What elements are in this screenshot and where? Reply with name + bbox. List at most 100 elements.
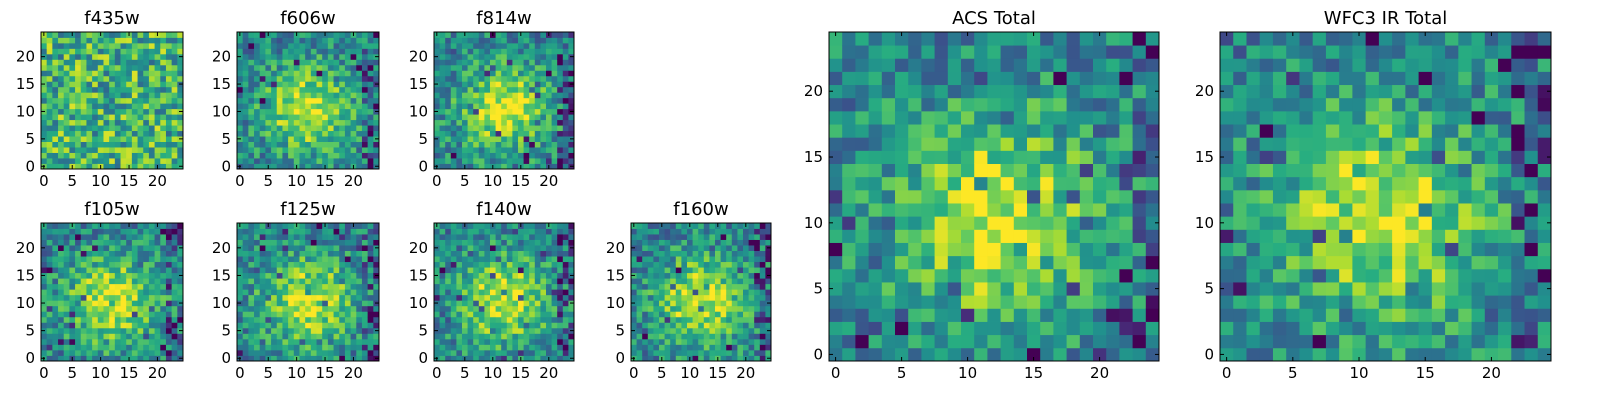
heatmap-cell	[160, 223, 167, 229]
heatmap-cell	[75, 48, 82, 55]
heatmap-cell	[467, 349, 474, 356]
heatmap-cell	[160, 327, 167, 334]
heatmap-cell	[237, 125, 244, 132]
heatmap-cell	[143, 119, 150, 126]
heatmap-cell	[720, 349, 727, 356]
heatmap-cell	[439, 97, 446, 104]
heatmap-cell	[743, 344, 749, 351]
heatmap-cell	[512, 158, 519, 164]
heatmap-cell	[259, 42, 266, 49]
heatmap-cell	[254, 294, 261, 301]
heatmap-cell	[344, 48, 351, 55]
heatmap-cell	[647, 289, 654, 296]
heatmap-cell	[58, 92, 65, 99]
heatmap-cell	[987, 321, 1001, 336]
heatmap-cell	[445, 108, 452, 115]
heatmap-cell	[726, 289, 733, 296]
heatmap-cell	[529, 294, 536, 301]
heatmap-cell	[143, 338, 150, 345]
heatmap-cell	[467, 97, 474, 104]
heatmap-cell	[484, 70, 491, 77]
heatmap-cell	[490, 305, 496, 312]
heatmap-cell	[653, 311, 660, 318]
heatmap-cell	[327, 97, 334, 104]
heatmap-cell	[310, 239, 317, 246]
heatmap-cell	[647, 300, 654, 307]
heatmap-cell	[126, 119, 133, 126]
heatmap-cell	[881, 229, 896, 243]
heatmap-cell	[759, 333, 766, 340]
heatmap-cell	[126, 289, 133, 296]
heatmap-cell	[720, 327, 727, 334]
heatmap-cell	[961, 308, 975, 322]
heatmap-cell	[670, 261, 677, 268]
heatmap-cell	[293, 300, 300, 307]
heatmap-cell	[367, 125, 374, 132]
y-tick-label: 15	[606, 266, 625, 284]
heatmap-cell	[339, 223, 346, 229]
heatmap-cell	[356, 103, 363, 110]
heatmap-cell	[248, 163, 255, 170]
heatmap-cell	[450, 119, 457, 126]
heatmap-cell	[462, 327, 468, 334]
heatmap-cell	[80, 97, 87, 104]
heatmap-cell	[305, 92, 312, 99]
heatmap-cell	[316, 81, 323, 88]
heatmap-cell	[310, 316, 317, 323]
heatmap-cell	[478, 338, 485, 345]
heatmap-cell	[58, 37, 65, 44]
heatmap-cell	[103, 267, 110, 274]
heatmap-cell	[160, 130, 167, 137]
heatmap-cell	[367, 338, 374, 345]
heatmap-cell	[58, 344, 65, 351]
heatmap-cell	[512, 300, 519, 307]
heatmap-cell	[361, 48, 369, 55]
heatmap-cell	[715, 294, 721, 301]
heatmap-cell	[52, 86, 59, 93]
heatmap-cell	[103, 223, 110, 229]
heatmap-cell	[720, 283, 727, 290]
heatmap-cell	[529, 130, 536, 137]
heatmap-cell	[350, 136, 357, 142]
heatmap-cell	[310, 147, 317, 153]
heatmap-cell	[737, 278, 744, 285]
heatmap-cell	[333, 311, 340, 318]
heatmap-cell	[467, 261, 474, 268]
heatmap-cell	[137, 130, 144, 137]
heatmap-cell	[41, 267, 48, 274]
heatmap-cell	[177, 114, 184, 121]
heatmap-cell	[529, 250, 536, 257]
heatmap-cell	[103, 48, 110, 55]
heatmap-cell	[114, 294, 121, 301]
heatmap-cell	[299, 75, 306, 82]
heatmap-cell	[512, 92, 519, 99]
heatmap-cell	[97, 86, 104, 93]
heatmap-cell	[148, 228, 155, 235]
heatmap-cell	[947, 97, 962, 112]
heatmap-cell	[69, 37, 76, 44]
heatmap-cell	[1027, 163, 1041, 178]
heatmap-cell	[305, 294, 312, 301]
heatmap-cell	[670, 256, 677, 263]
heatmap-cell	[310, 267, 317, 274]
heatmap-cell	[177, 349, 184, 356]
heatmap-cell	[344, 163, 351, 170]
heatmap-cell	[361, 234, 369, 240]
heatmap-cell	[462, 53, 468, 60]
heatmap-cell	[327, 261, 334, 268]
heatmap-cell	[103, 42, 110, 49]
heatmap-cell	[120, 130, 127, 137]
heatmap-cell	[439, 141, 446, 148]
heatmap-cell	[439, 53, 446, 60]
heatmap-cell	[664, 344, 671, 351]
heatmap-cell	[961, 321, 975, 336]
heatmap-cell	[908, 268, 922, 283]
heatmap-cell	[534, 250, 541, 257]
heatmap-cell	[131, 32, 138, 38]
heatmap-cell	[97, 294, 104, 301]
heatmap-cell	[557, 158, 564, 164]
heatmap-cell	[568, 294, 575, 301]
heatmap-cell	[512, 97, 519, 104]
heatmap-cell	[895, 242, 909, 257]
heatmap-cell	[259, 300, 266, 307]
